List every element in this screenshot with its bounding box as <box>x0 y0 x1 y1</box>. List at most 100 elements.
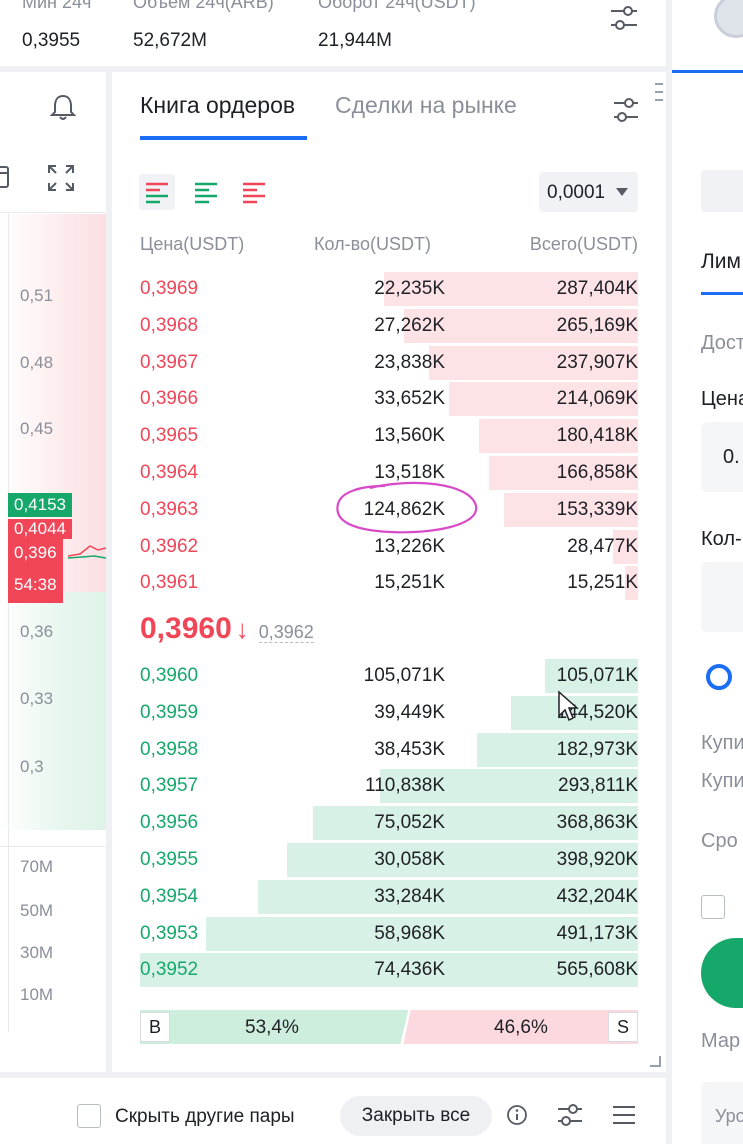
option-checkbox[interactable] <box>701 895 725 919</box>
ask-row[interactable]: 0,3961 15,251K 15,251K <box>140 566 638 601</box>
order-book-panel: Книга ордеров Сделки на рынке 0,0001 Цен… <box>112 72 666 1072</box>
sell-percent: 46,6% <box>494 1017 548 1038</box>
bid-row[interactable]: 0,3954 33,284K 432,204K <box>140 879 638 914</box>
tab-market-trades[interactable]: Сделки на рынке <box>335 92 517 118</box>
quantity-input[interactable] <box>701 562 743 632</box>
view-asks-button[interactable] <box>236 174 272 210</box>
bid-row[interactable]: 0,3952 74,436K 565,608K <box>140 953 638 988</box>
row-quantity: 13,518K <box>374 462 445 483</box>
layout-icon[interactable] <box>0 164 12 190</box>
level-input[interactable]: Уро <box>701 1082 743 1144</box>
row-total: 28,477K <box>567 535 638 557</box>
ask-row[interactable]: 0,3962 13,226K 28,477K <box>140 529 638 564</box>
row-price: 0,3955 <box>140 849 199 870</box>
row-price: 0,3958 <box>140 738 199 760</box>
row-price: 0,3963 <box>140 498 199 520</box>
mode-selector[interactable] <box>701 170 743 212</box>
chart-gridline <box>0 212 106 213</box>
precision-select[interactable]: 0,0001 <box>539 172 638 212</box>
row-quantity: 30,058K <box>374 849 445 870</box>
row-total: 153,339K <box>556 498 638 520</box>
chart-gridline-vertical <box>8 212 9 1032</box>
row-quantity: 13,226K <box>374 535 445 557</box>
limit-tab-indicator <box>701 292 743 295</box>
candle-countdown: 54:38 <box>8 571 63 603</box>
bid-row[interactable]: 0,3959 39,449K 144,520K <box>140 695 638 730</box>
price-input[interactable]: 0. <box>701 422 743 492</box>
depth-bar <box>545 659 638 693</box>
depth-bar <box>257 879 638 914</box>
depth-bar <box>448 382 638 417</box>
row-quantity: 38,453K <box>374 738 445 760</box>
hide-other-pairs-label: Скрыть другие пары <box>115 1106 295 1127</box>
row-quantity: 105,071K <box>363 665 445 686</box>
depth-bar <box>478 419 638 454</box>
fullscreen-icon[interactable] <box>47 164 75 192</box>
drag-handle-icon[interactable] <box>654 80 664 108</box>
depth-bar <box>205 916 638 951</box>
filter-settings-icon[interactable] <box>609 4 639 32</box>
time-in-force-label: Сро <box>701 830 738 852</box>
bid-row[interactable]: 0,3957 110,838K 293,811K <box>140 769 638 804</box>
row-price: 0,3969 <box>140 278 199 299</box>
bid-row[interactable]: 0,3953 58,968K 491,173K <box>140 916 638 951</box>
row-quantity: 33,284K <box>374 885 445 907</box>
menu-icon[interactable] <box>612 1104 636 1126</box>
ask-row[interactable]: 0,3968 27,262K 265,169K <box>140 308 638 343</box>
depth-bar <box>476 732 638 767</box>
bell-icon[interactable] <box>50 93 76 121</box>
settings-sliders-icon[interactable] <box>556 1102 584 1128</box>
depth-bar <box>313 806 638 841</box>
row-total: 432,204K <box>556 885 638 907</box>
ask-row[interactable]: 0,3963 124,862K 153,339K <box>140 492 638 527</box>
ask-row[interactable]: 0,3964 13,518K 166,858K <box>140 456 638 490</box>
chart-bid-zone <box>0 592 106 830</box>
row-price: 0,3967 <box>140 351 199 373</box>
bid-row[interactable]: 0,3960 105,071K 105,071K <box>140 659 638 693</box>
coin-avatar <box>714 0 743 38</box>
row-quantity: 27,262K <box>374 314 445 336</box>
ask-row[interactable]: 0,3965 13,560K 180,418K <box>140 419 638 454</box>
stat-label: Оборот 24ч(USDT) <box>318 0 476 12</box>
view-bids-button[interactable] <box>188 174 224 210</box>
close-all-button[interactable]: Закрыть все <box>340 1096 492 1136</box>
info-icon[interactable] <box>506 1104 528 1126</box>
column-header-qty: Кол-во(USDT) <box>314 234 431 254</box>
view-asks-icon <box>243 182 265 204</box>
y-tick: 0,51 <box>20 286 54 305</box>
sell-letter: S <box>608 1012 638 1042</box>
view-both-button[interactable] <box>139 174 175 210</box>
row-quantity: 58,968K <box>374 922 445 944</box>
book-settings-icon[interactable] <box>612 96 640 124</box>
volume-tick: 70M <box>20 857 54 876</box>
resize-handle-icon[interactable] <box>648 1054 662 1068</box>
bid-row[interactable]: 0,3955 30,058K 398,920K <box>140 843 638 877</box>
ask-row[interactable]: 0,3966 33,652K 214,069K <box>140 382 638 417</box>
price-chart[interactable]: 0,51 0,48 0,45 0,36 0,33 0,3 70M 50M 30M… <box>0 72 106 1072</box>
ask-row[interactable]: 0,3969 22,235K 287,404K <box>140 272 638 306</box>
row-total: 182,973K <box>556 738 638 760</box>
price-tag-last: 0,396 <box>8 539 63 571</box>
row-price: 0,3956 <box>140 812 199 834</box>
hide-other-pairs-checkbox[interactable] <box>77 1104 101 1128</box>
stat-value: 0,3955 <box>22 30 81 51</box>
tab-order-book[interactable]: Книга ордеров <box>140 92 296 118</box>
slider-handle[interactable] <box>706 664 732 690</box>
row-quantity: 15,251K <box>374 572 445 594</box>
buy-ratio-bar <box>140 1010 409 1044</box>
row-quantity: 74,436K <box>374 959 445 981</box>
row-quantity: 23,838K <box>374 351 445 373</box>
buy-button[interactable] <box>701 938 743 1008</box>
ask-row[interactable]: 0,3967 23,838K 237,907K <box>140 345 638 380</box>
depth-bar <box>624 566 638 601</box>
row-total: 166,858K <box>556 462 638 483</box>
last-price: 0,3960 ↓ 0,3962 <box>140 612 314 646</box>
row-quantity: 33,652K <box>374 388 445 410</box>
row-total: 398,920K <box>556 849 638 870</box>
mark-price[interactable]: 0,3962 <box>258 622 314 643</box>
bid-row[interactable]: 0,3958 38,453K 182,973K <box>140 732 638 767</box>
bid-row[interactable]: 0,3956 75,052K 368,863K <box>140 806 638 841</box>
tab-limit[interactable]: Лим <box>701 250 741 273</box>
level-label: Уро <box>715 1106 743 1126</box>
volume-tick: 10M <box>20 985 54 1004</box>
